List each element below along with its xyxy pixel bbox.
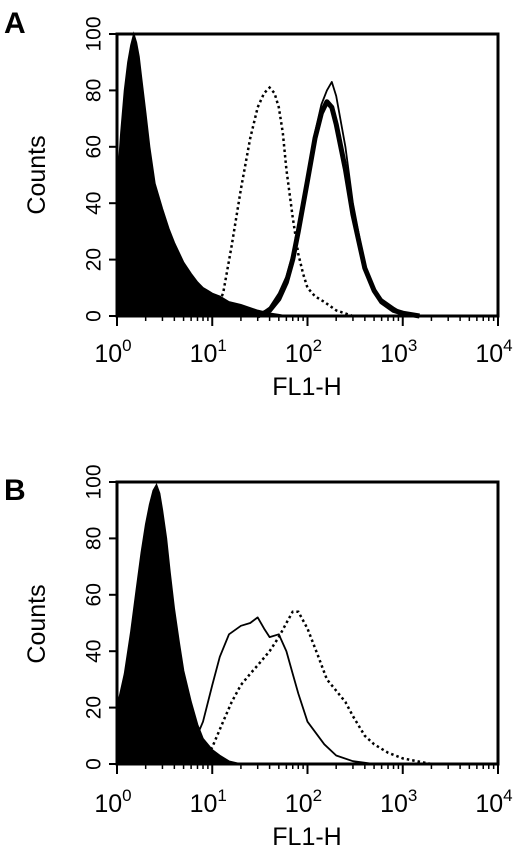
x-tick-label-b: 100 bbox=[94, 786, 131, 818]
series-filled-black-b bbox=[116, 483, 242, 765]
y-tick-label-b: 60 bbox=[83, 583, 106, 606]
x-axis-title-a: FL1-H bbox=[272, 373, 341, 401]
y-tick-label-b: 20 bbox=[83, 696, 106, 719]
plot-frame-a bbox=[115, 32, 500, 318]
plot-frame-b bbox=[115, 480, 500, 766]
panel-letter-a: A bbox=[4, 7, 26, 40]
x-tick-label-b: 101 bbox=[190, 786, 227, 818]
x-axis-title-b: FL1-H bbox=[272, 823, 341, 851]
y-axis-title-a: Counts bbox=[23, 135, 51, 214]
y-tick-label-a: 0 bbox=[83, 310, 106, 322]
y-tick-label-b: 0 bbox=[83, 758, 106, 770]
y-tick-label-a: 20 bbox=[83, 248, 106, 271]
y-tick-label-b: 100 bbox=[83, 464, 106, 499]
series-thick-solid-a bbox=[256, 99, 420, 319]
y-tick-label-b: 80 bbox=[83, 527, 106, 550]
x-tick-label-a: 102 bbox=[285, 336, 322, 368]
series-dotted-a bbox=[211, 85, 354, 318]
series-thin-solid-a bbox=[257, 81, 420, 317]
panel-b: B 0 20 40 60 80 100 100 101 102 103 104 Counts FL1… bbox=[4, 464, 513, 851]
y-tick-label-a: 80 bbox=[83, 79, 106, 102]
y-tick-label-a: 100 bbox=[83, 16, 106, 51]
y-tick-label-b: 40 bbox=[83, 640, 106, 663]
series-thin-solid-b bbox=[173, 616, 375, 765]
x-tick-label-b: 104 bbox=[475, 786, 512, 818]
y-axis-title-b: Counts bbox=[23, 584, 51, 663]
y-tick-label-a: 40 bbox=[83, 192, 106, 215]
series-filled-black-a bbox=[116, 31, 287, 317]
y-tick-label-a: 60 bbox=[83, 135, 106, 158]
x-tick-label-b: 103 bbox=[380, 786, 417, 818]
x-tick-label-a: 103 bbox=[380, 336, 417, 368]
x-tick-label-b: 102 bbox=[285, 786, 322, 818]
x-tick-label-a: 101 bbox=[190, 336, 227, 368]
x-tick-label-a: 104 bbox=[475, 336, 512, 368]
series-dotted-b bbox=[201, 610, 432, 766]
panel-letter-b: B bbox=[4, 474, 26, 507]
panel-a: A 0 20 40 60 80 100 100 101 102 103 104 Counts FL1… bbox=[4, 7, 513, 401]
x-tick-label-a: 100 bbox=[94, 336, 131, 368]
